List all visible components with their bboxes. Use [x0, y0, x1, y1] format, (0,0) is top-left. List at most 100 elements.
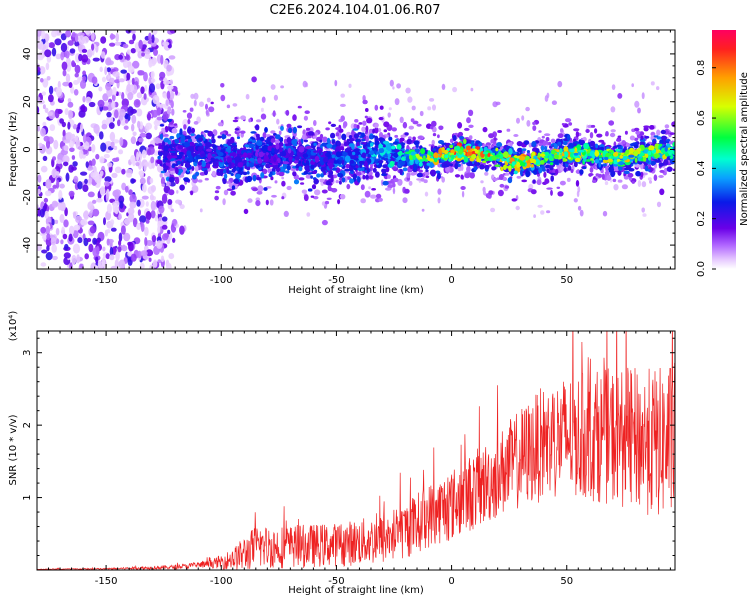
spectrogram-cell	[292, 158, 295, 162]
spectrogram-cell	[59, 214, 65, 223]
spectrogram-cell	[159, 124, 165, 127]
spectrogram-cell	[606, 175, 612, 181]
spectrogram-cell	[110, 265, 119, 269]
spectrogram-cell	[444, 154, 449, 159]
spectrogram-cell	[108, 122, 115, 129]
spectrogram-cell	[634, 157, 638, 163]
spectrogram-cell	[193, 121, 199, 125]
spectrogram-cell	[55, 227, 60, 236]
spectrogram-cell	[153, 119, 161, 126]
spectrogram-cell	[189, 107, 194, 112]
spectrogram-cell	[664, 124, 670, 129]
spectrogram-cell	[635, 130, 641, 135]
spectrogram-cell	[101, 257, 106, 267]
spectrogram-cell	[650, 81, 655, 86]
spectrogram-cell	[402, 197, 408, 204]
spectrogram-cell	[610, 167, 615, 172]
spectrogram-cell	[61, 226, 65, 236]
spectrogram-cell	[169, 124, 175, 128]
spectrogram-cell	[608, 149, 614, 153]
spectrogram-cell	[372, 128, 375, 134]
spectrogram-cell	[110, 141, 115, 148]
spectrogram-cell	[106, 111, 112, 118]
spectrogram-cell	[88, 211, 93, 218]
spectrogram-cell	[51, 47, 57, 57]
spectrogram-cell	[180, 141, 186, 144]
spectrogram-cell	[74, 72, 79, 78]
spectrogram-cell	[369, 150, 375, 156]
spectrogram-cell	[312, 135, 317, 139]
spectrogram-cell	[629, 147, 635, 154]
spectrogram-cell	[365, 135, 369, 143]
spectrogram-cell	[393, 177, 399, 183]
spectrogram-cell	[37, 52, 44, 61]
spectrogram-cell	[276, 118, 280, 125]
spectrogram-cell	[197, 161, 202, 166]
spectrogram-cell	[392, 182, 396, 188]
spectrogram-cell	[656, 86, 660, 91]
spectrogram-cell	[595, 143, 599, 149]
spectrogram-cell	[406, 138, 412, 145]
spectrogram-cell	[176, 133, 180, 139]
spectrogram-cell	[268, 141, 272, 147]
spectrogram-cell	[179, 184, 185, 191]
spectrogram-cell	[82, 95, 86, 103]
spectrogram-cell	[532, 125, 537, 131]
spectrogram-cell	[65, 172, 70, 182]
spectrogram-cell	[570, 169, 574, 173]
spectrogram-cell	[109, 254, 115, 261]
spectrogram-cell	[138, 170, 145, 176]
spectrogram-cell	[348, 135, 353, 139]
spectrogram-cell	[37, 188, 41, 194]
spectrogram-cell	[659, 188, 665, 196]
spectrogram-cell	[127, 92, 134, 101]
spectrogram-cell	[355, 171, 362, 176]
spectrogram-cell	[59, 183, 65, 189]
spectrogram-cell	[335, 151, 342, 158]
spectrogram-cell	[475, 146, 480, 150]
spectrogram-cell	[588, 173, 594, 176]
spectrogram-cell	[136, 151, 140, 162]
spectrogram-cell	[566, 177, 571, 182]
spectrogram-cell	[383, 121, 390, 128]
spectrogram-cell	[516, 117, 520, 124]
spectrogram-cell	[543, 133, 551, 137]
spectrogram-cell	[490, 139, 494, 144]
spectrogram-cell	[427, 150, 432, 157]
spectrogram-cell	[469, 172, 476, 179]
spectrogram-cell	[180, 134, 186, 142]
spectrogram-cell	[391, 166, 397, 170]
spectrogram-cell	[60, 239, 64, 245]
spectrogram-cell	[175, 89, 178, 96]
spectrogram-cell	[102, 93, 109, 102]
spectrogram-cell	[412, 136, 416, 141]
spectrogram-cell	[130, 178, 136, 184]
spectrogram-cell	[623, 175, 630, 180]
spectrogram-cell	[150, 71, 155, 79]
spectrogram-cell	[120, 225, 126, 235]
spectrogram-cell	[634, 100, 640, 108]
spectrogram-cell	[68, 82, 73, 88]
spectrogram-cell	[362, 174, 366, 180]
spectrogram-cell	[387, 112, 391, 118]
spectrogram-cell	[330, 175, 334, 183]
spectrogram-cell	[326, 143, 333, 149]
spectrogram-cell	[236, 149, 241, 156]
spectrogram-cell	[374, 140, 380, 147]
spectrogram-cell	[287, 147, 292, 154]
spectrogram-cell	[199, 101, 204, 107]
spectrogram-cell	[310, 155, 317, 160]
spectrogram-cell	[656, 201, 662, 208]
spectrogram-cell	[605, 131, 609, 137]
spectrogram-cell	[624, 130, 628, 135]
spectrogram-cell	[131, 114, 137, 125]
spectrogram-cell	[268, 173, 273, 178]
spectrogram-cell	[185, 135, 191, 140]
spectrogram-cell	[162, 111, 169, 122]
spectrogram-cell	[282, 161, 289, 165]
spectrogram-cell	[300, 182, 305, 185]
spectrogram-cell	[45, 139, 51, 149]
spectrogram-cell	[127, 65, 135, 73]
spectrogram-cell	[239, 130, 246, 134]
